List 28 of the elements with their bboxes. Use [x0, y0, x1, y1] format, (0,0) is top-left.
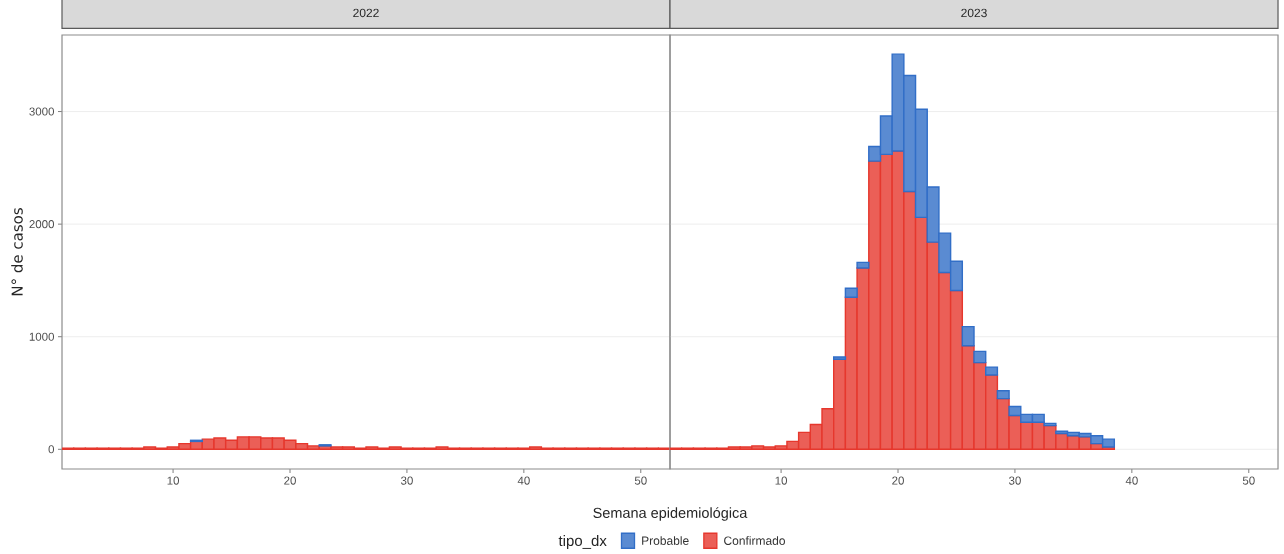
- chart-title: 2022: [353, 8, 379, 18]
- y-tick-label: 2000: [29, 220, 55, 229]
- x-tick-label: 50: [634, 476, 647, 485]
- y-tick-label: 1000: [29, 332, 55, 341]
- bar: [833, 356, 847, 360]
- legend-label: Probable: [642, 536, 689, 545]
- bar: [856, 261, 870, 269]
- x-tick-label: 10: [775, 476, 788, 485]
- legend-label: Confirmado: [724, 536, 785, 545]
- bar: [844, 287, 858, 299]
- bar: [961, 325, 975, 347]
- x-tick-label: 10: [167, 476, 180, 485]
- x-tick-label: 40: [517, 476, 530, 485]
- x-tick-label: 30: [1008, 476, 1021, 485]
- y-tick-label: 3000: [29, 107, 55, 116]
- chart-title: 2023: [961, 8, 987, 18]
- x-tick-label: 40: [1125, 476, 1138, 485]
- x-tick-label: 20: [892, 476, 904, 485]
- y-axis-title: N° de casos: [11, 208, 23, 296]
- x-tick-label: 30: [400, 476, 413, 485]
- bar: [996, 390, 1010, 400]
- y-tick-label: 0: [48, 445, 55, 454]
- bar: [985, 366, 999, 376]
- x-tick-label: 20: [284, 476, 296, 485]
- x-tick-label: 50: [1242, 476, 1255, 485]
- bar: [973, 350, 987, 364]
- legend-title: tipo_dx: [558, 535, 607, 550]
- x-axis-title: Semana epidemiológica: [593, 507, 748, 521]
